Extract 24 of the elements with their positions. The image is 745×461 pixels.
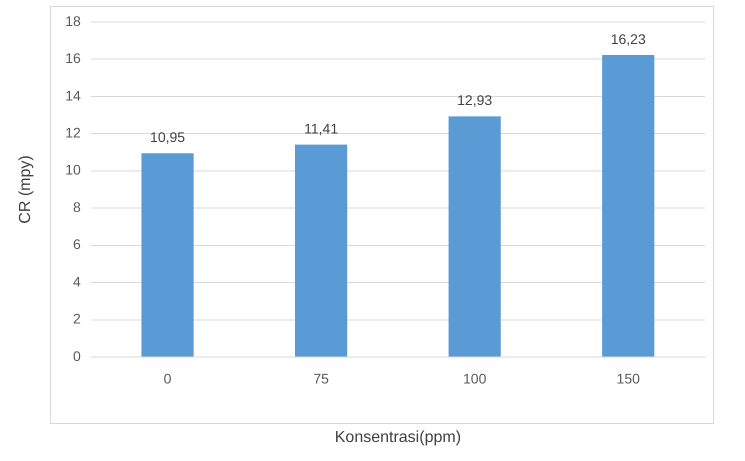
y-tick-label: 2 (72, 310, 81, 327)
y-tick-label: 12 (65, 124, 81, 141)
x-tick-label: 100 (462, 370, 487, 386)
y-tick-label: 4 (72, 273, 81, 290)
bar (141, 153, 194, 356)
y-axis-title: CR (mpy) (17, 155, 34, 224)
bar (295, 144, 348, 356)
bar (448, 116, 501, 356)
y-tick-label: 10 (65, 162, 81, 178)
y-tick-label: 6 (72, 236, 81, 252)
x-axis-title: Konsentrasi(ppm) (334, 428, 462, 446)
bar (602, 54, 654, 356)
y-tick-label: 18 (65, 12, 81, 29)
x-tick-label: 150 (616, 370, 640, 386)
data-label: 10,95 (150, 129, 186, 146)
data-label: 11,41 (304, 120, 338, 137)
x-tick-label: 75 (313, 370, 330, 386)
data-label: 12,93 (457, 92, 492, 108)
data-label: 16,23 (610, 30, 646, 47)
x-tick-label: 0 (164, 370, 172, 386)
y-tick-label: 8 (72, 198, 81, 215)
y-tick-label: 14 (65, 87, 81, 104)
y-tick-label: 16 (65, 50, 81, 66)
y-tick-label: 0 (72, 348, 81, 364)
